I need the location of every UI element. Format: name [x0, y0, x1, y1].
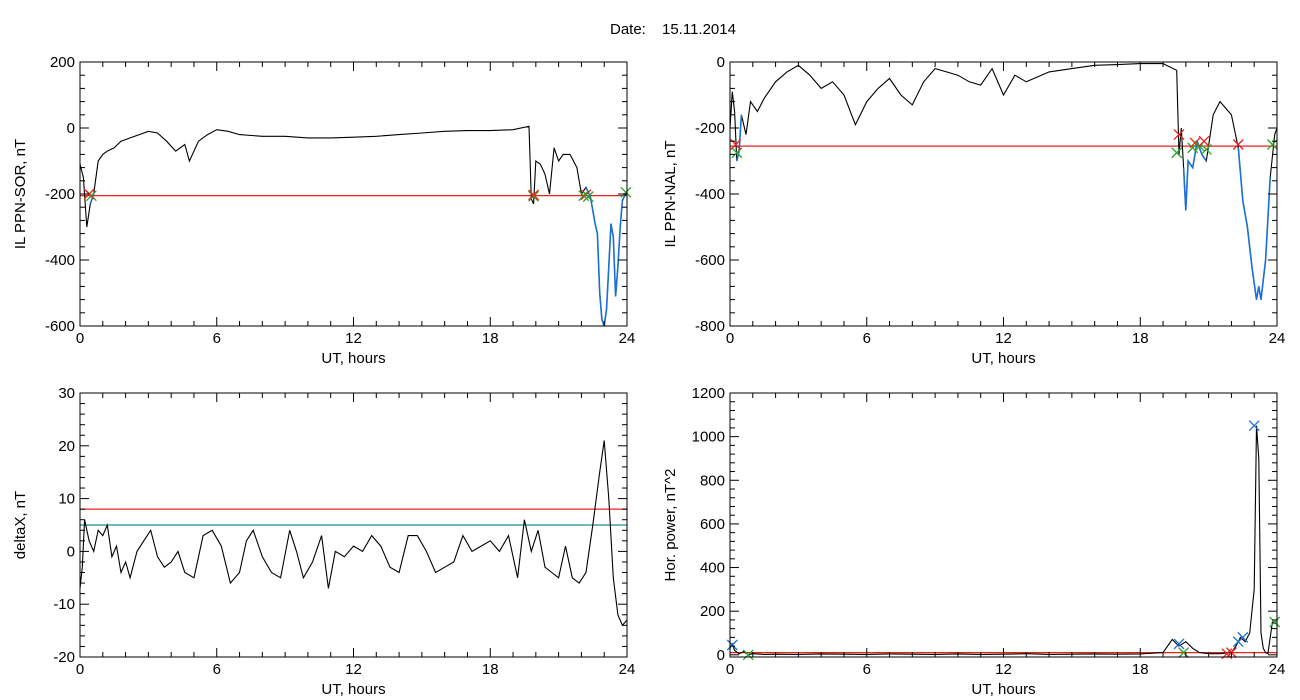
y-tick-label: -200	[45, 186, 75, 203]
event-marker	[1248, 420, 1260, 432]
data-trace	[730, 63, 1277, 300]
y-tick-label: -600	[45, 318, 75, 335]
event-marker	[528, 189, 540, 201]
x-tick-label: 0	[76, 330, 84, 347]
x-tick-label: 24	[1269, 661, 1286, 678]
event-marker	[1237, 631, 1249, 643]
y-axis-label: IL PPN-SOR, nT	[12, 139, 29, 249]
x-tick-label: 12	[345, 661, 362, 678]
y-tick-label: 1000	[692, 429, 725, 446]
event-marker	[1171, 147, 1183, 159]
x-tick-label: 12	[345, 330, 362, 347]
x-tick-label: 6	[213, 661, 221, 678]
event-segment	[1237, 147, 1271, 300]
x-tick-label: 18	[1132, 330, 1149, 347]
x-tick-label: 6	[863, 661, 871, 678]
y-tick-label: -600	[695, 252, 725, 269]
event-marker	[1173, 129, 1185, 141]
x-axis-label: UT, hours	[321, 350, 385, 367]
panel-hor-power: 0 6 12 18 24 0 200 400 600 800 1000 1200 UT, hours Ho…	[662, 385, 1285, 698]
event-marker	[1178, 647, 1190, 659]
x-tick-label: 0	[76, 661, 84, 678]
y-tick-label: 400	[700, 560, 725, 577]
x-tick-label: 12	[995, 330, 1012, 347]
x-axis-label: UT, hours	[971, 681, 1035, 698]
event-marker	[1198, 135, 1210, 147]
y-tick-label: -200	[695, 120, 725, 137]
x-tick-label: 24	[619, 661, 636, 678]
plot-frame	[79, 61, 628, 327]
x-axis-label: UT, hours	[971, 350, 1035, 367]
data-trace	[80, 125, 627, 326]
panel-il-ppn-nal: 0 6 12 18 24 -800 -600 -400 -200 0 UT, hours IL PPN…	[662, 54, 1285, 367]
panel-deltax: 0 6 12 18 24 -20 -10 0 10 20 30 UT, hours deltaX, nT	[12, 385, 635, 698]
event-marker	[528, 190, 540, 202]
y-tick-label: 0	[67, 543, 75, 560]
y-tick-label: -20	[53, 649, 75, 666]
y-tick-label: 10	[58, 491, 75, 508]
x-tick-label: 18	[1132, 661, 1149, 678]
y-axis-label: deltaX, nT	[12, 491, 29, 559]
data-trace	[80, 440, 627, 627]
x-tick-label: 12	[995, 661, 1012, 678]
event-marker	[578, 190, 590, 202]
x-tick-label: 18	[482, 661, 499, 678]
event-marker	[83, 188, 95, 200]
event-segment	[585, 187, 626, 326]
x-tick-label: 24	[619, 330, 636, 347]
event-marker	[582, 191, 594, 203]
x-tick-label: 18	[482, 330, 499, 347]
plot-frame	[729, 392, 1278, 658]
y-tick-label: 0	[717, 54, 725, 71]
y-tick-label: 30	[58, 385, 75, 402]
y-tick-label: 1200	[692, 385, 725, 402]
y-tick-label: -10	[53, 596, 75, 613]
y-tick-label: 0	[717, 647, 725, 664]
event-segment	[89, 193, 95, 205]
x-tick-label: 0	[726, 661, 734, 678]
y-tick-label: 200	[50, 54, 75, 71]
event-marker	[726, 639, 738, 651]
y-axis-label: IL PPN-NAL, nT	[662, 141, 679, 248]
data-trace	[730, 425, 1277, 656]
date-value: 15.11.2014	[662, 21, 736, 38]
y-tick-label: -800	[695, 318, 725, 335]
event-marker	[742, 649, 754, 661]
y-tick-label: 800	[700, 472, 725, 489]
y-tick-label: -400	[45, 252, 75, 269]
event-segment	[1182, 140, 1207, 211]
date-label: Date:	[610, 21, 646, 38]
event-marker	[1173, 638, 1185, 650]
x-tick-label: 6	[213, 330, 221, 347]
y-tick-label: 600	[700, 516, 725, 533]
x-tick-label: 24	[1269, 330, 1286, 347]
y-tick-label: 200	[700, 603, 725, 620]
y-axis-label: Hor. power, nT^2	[662, 469, 679, 582]
panel-il-ppn-sor: 0 6 12 18 24 -600 -400 -200 0 200 UT, hours IL PPN-…	[12, 54, 635, 367]
event-marker	[1232, 139, 1244, 150]
event-marker	[1189, 137, 1201, 149]
event-marker	[620, 186, 632, 198]
event-marker	[1200, 143, 1212, 155]
x-tick-label: 0	[726, 330, 734, 347]
y-tick-label: 20	[58, 438, 75, 455]
x-tick-label: 6	[863, 330, 871, 347]
y-tick-label: 0	[67, 120, 75, 137]
event-marker	[1269, 616, 1281, 628]
x-axis-label: UT, hours	[321, 681, 385, 698]
y-tick-label: -400	[695, 186, 725, 203]
plot-frame	[729, 61, 1278, 327]
